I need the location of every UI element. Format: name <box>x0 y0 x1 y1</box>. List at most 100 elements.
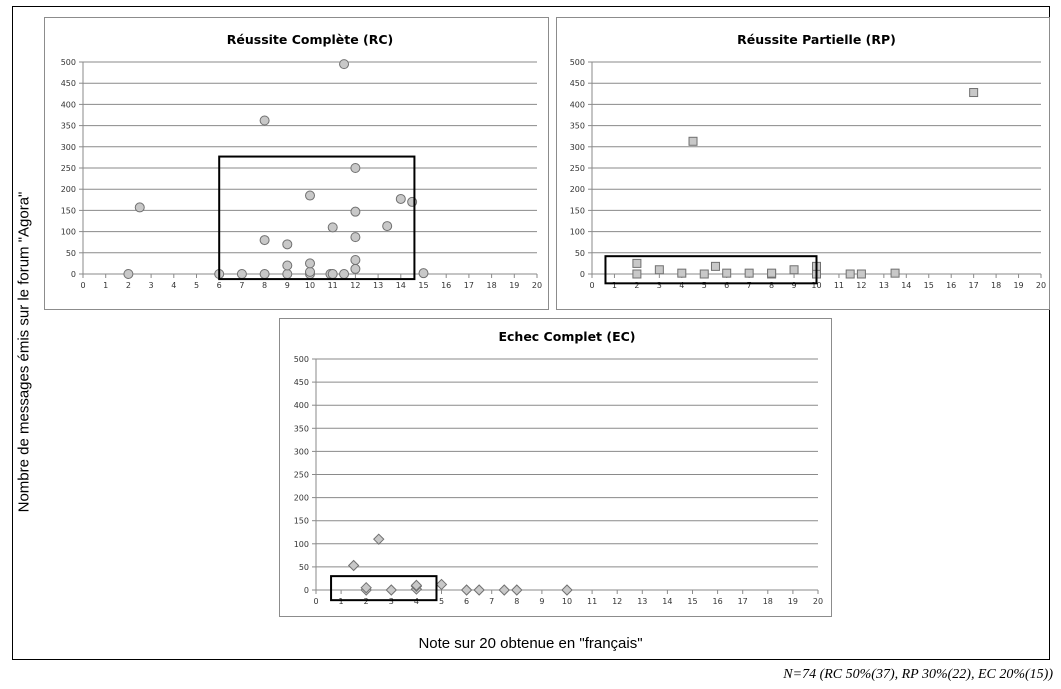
y-tick-label: 50 <box>575 249 585 258</box>
data-point <box>351 233 360 242</box>
y-tick-label: 200 <box>570 185 585 194</box>
chart-panel-rc: Réussite Complète (RC) 0 50 100 150 200 250 300… <box>44 17 549 310</box>
chart-panel-rp: Réussite Partielle (RP) 0 50 100 150 200 250 30… <box>556 17 1050 310</box>
data-point <box>419 269 428 278</box>
y-tick-label: 150 <box>570 206 585 215</box>
y-axis-label: Nombre de messages émis sur le forum "Ag… <box>16 192 33 513</box>
x-tick-label: 13 <box>373 281 383 290</box>
x-tick-label: 14 <box>901 281 911 290</box>
x-tick-label: 15 <box>687 597 697 606</box>
data-point <box>689 137 697 145</box>
x-tick-label: 3 <box>149 281 154 290</box>
y-tick-label: 0 <box>71 270 76 279</box>
data-point <box>260 236 269 245</box>
data-point <box>386 585 396 595</box>
x-tick-label: 5 <box>194 281 199 290</box>
data-point <box>857 270 865 278</box>
data-point <box>135 203 144 212</box>
chart-title-rc: Réussite Complète (RC) <box>227 32 394 47</box>
x-tick-label: 19 <box>509 281 519 290</box>
x-tick-label: 11 <box>834 281 844 290</box>
data-point <box>396 194 405 203</box>
data-point <box>349 561 359 571</box>
data-point <box>383 222 392 231</box>
x-tick-label: 3 <box>389 597 394 606</box>
x-tick-label: 16 <box>441 281 451 290</box>
data-point <box>306 267 315 276</box>
x-tick-label: 4 <box>414 597 419 606</box>
y-tick-label: 100 <box>570 228 585 237</box>
x-tick-label: 11 <box>587 597 597 606</box>
x-tick-label: 0 <box>589 281 594 290</box>
x-tick-label: 6 <box>464 597 469 606</box>
data-point <box>260 270 269 279</box>
x-tick-label: 12 <box>612 597 622 606</box>
data-point <box>711 262 719 270</box>
x-tick-label: 15 <box>418 281 428 290</box>
chart-panel-ec: Echec Complet (EC) 0 50 100 150 200 250 300 350 4… <box>279 318 832 617</box>
data-point <box>351 207 360 216</box>
x-tick-label: 13 <box>879 281 889 290</box>
y-tick-label: 100 <box>294 540 309 549</box>
data-point <box>260 116 269 125</box>
x-tick-label: 20 <box>532 281 542 290</box>
data-point <box>306 259 315 268</box>
x-tick-label: 14 <box>396 281 406 290</box>
y-tick-label: 450 <box>294 378 309 387</box>
x-tick-label: 19 <box>1013 281 1023 290</box>
y-tick-label: 0 <box>580 270 585 279</box>
y-tick-label: 50 <box>66 249 76 258</box>
x-tick-label: 18 <box>487 281 497 290</box>
y-tick-label: 0 <box>304 586 309 595</box>
x-tick-label: 12 <box>350 281 360 290</box>
data-point <box>723 269 731 277</box>
y-tick-label: 250 <box>61 164 76 173</box>
data-point <box>351 256 360 265</box>
y-tick-label: 400 <box>570 100 585 109</box>
data-point <box>562 585 572 595</box>
data-point <box>237 270 246 279</box>
data-point <box>499 585 509 595</box>
x-tick-label: 18 <box>763 597 773 606</box>
y-tick-label: 50 <box>299 563 309 572</box>
data-point <box>790 266 798 274</box>
x-tick-label: 7 <box>489 597 494 606</box>
data-point <box>970 89 978 97</box>
chart-rc: Réussite Complète (RC)050100150200250300… <box>45 18 550 311</box>
x-tick-label: 10 <box>305 281 315 290</box>
x-tick-label: 4 <box>171 281 176 290</box>
x-tick-label: 19 <box>788 597 798 606</box>
data-point <box>283 261 292 270</box>
x-tick-label: 5 <box>439 597 444 606</box>
x-tick-label: 17 <box>969 281 979 290</box>
y-tick-label: 450 <box>570 79 585 88</box>
y-tick-label: 500 <box>570 58 585 67</box>
y-tick-label: 150 <box>61 206 76 215</box>
x-tick-label: 16 <box>713 597 723 606</box>
data-point <box>745 269 753 277</box>
data-point <box>351 264 360 273</box>
x-tick-label: 2 <box>126 281 131 290</box>
y-tick-label: 200 <box>61 185 76 194</box>
x-tick-label: 20 <box>813 597 823 606</box>
y-tick-label: 300 <box>570 143 585 152</box>
x-tick-label: 13 <box>637 597 647 606</box>
data-point <box>328 270 337 279</box>
chart-title-ec: Echec Complet (EC) <box>498 329 635 344</box>
chart-rp: Réussite Partielle (RP)05010015020025030… <box>557 18 1051 311</box>
y-tick-label: 400 <box>61 100 76 109</box>
x-tick-label: 8 <box>262 281 267 290</box>
y-tick-label: 150 <box>294 517 309 526</box>
x-tick-label: 14 <box>662 597 672 606</box>
data-point <box>340 60 349 69</box>
y-tick-label: 500 <box>294 355 309 364</box>
data-point <box>462 585 472 595</box>
y-tick-label: 100 <box>61 228 76 237</box>
x-tick-label: 17 <box>738 597 748 606</box>
y-tick-label: 300 <box>294 447 309 456</box>
x-tick-label: 9 <box>539 597 544 606</box>
x-tick-label: 7 <box>239 281 244 290</box>
y-tick-label: 400 <box>294 401 309 410</box>
x-tick-label: 15 <box>924 281 934 290</box>
data-point <box>891 269 899 277</box>
